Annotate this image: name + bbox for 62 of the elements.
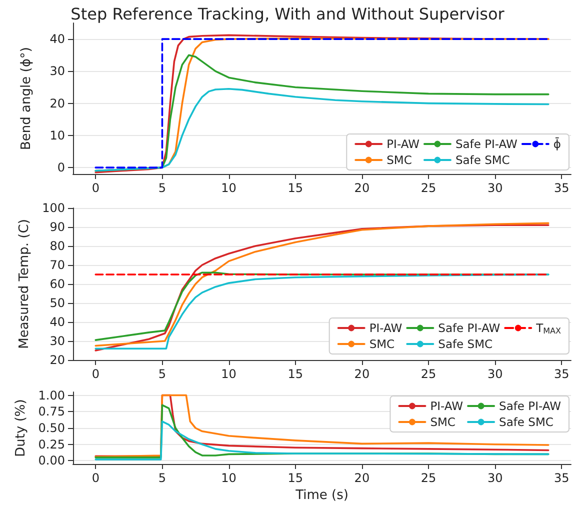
- y-tick-label: 30: [50, 64, 65, 78]
- y-tick-label: 60: [50, 277, 65, 291]
- x-tick-label: 15: [288, 471, 304, 485]
- x-tick-label: 20: [354, 471, 370, 485]
- x-tick-label: 30: [487, 471, 503, 485]
- y-tick-label: 40: [50, 315, 65, 329]
- y-tick-label: 40: [50, 32, 65, 46]
- y-tick-label: 0.75: [38, 404, 65, 419]
- y-tick-label: 0.50: [38, 421, 65, 435]
- x-tick-label: 10: [221, 471, 236, 485]
- y-tick-label: 20: [50, 96, 65, 110]
- legend-label: Safe PI-AW: [455, 137, 518, 151]
- y-tick-label: 20: [50, 353, 65, 367]
- line-series: [94, 88, 550, 172]
- y-tick-label: 70: [50, 258, 65, 272]
- legend-label: Safe PI-AW: [499, 399, 562, 413]
- x-tick-label: 20: [354, 181, 370, 195]
- y-tick-label: 100: [42, 201, 65, 215]
- legend-label: Safe SMC: [499, 415, 554, 429]
- x-tick-label: 35: [554, 181, 570, 195]
- y-tick-label: 0: [57, 160, 65, 175]
- y-tick-label: 10: [50, 128, 65, 142]
- x-tick-label: 0: [92, 367, 100, 381]
- y-tick-label: 80: [50, 239, 65, 253]
- y-tick-label: 0.25: [38, 437, 65, 452]
- x-tick-label: 20: [354, 367, 370, 381]
- x-tick-label: 25: [420, 471, 436, 485]
- legend-label: Safe SMC: [455, 153, 510, 167]
- x-tick-label: 30: [487, 181, 503, 195]
- x-tick-label: 25: [420, 181, 436, 195]
- y-tick-label: 0.00: [38, 454, 65, 468]
- x-tick-label: 35: [554, 367, 570, 381]
- legend-label: SMC: [369, 337, 395, 351]
- x-tick-label: 0: [92, 471, 100, 485]
- legend-label: SMC: [386, 153, 412, 167]
- legend-label: Safe SMC: [438, 337, 493, 351]
- y-tick-label: 50: [50, 296, 65, 310]
- y-tick-label: 30: [50, 334, 65, 348]
- x-tick-label: 15: [288, 367, 304, 381]
- legend-label: PI-AW: [430, 399, 464, 413]
- x-tick-label: 30: [487, 367, 503, 381]
- x-tick-label: 35: [554, 471, 570, 485]
- x-tick-label: 0: [92, 181, 100, 195]
- legend-label: ϕ̄: [553, 136, 562, 151]
- legend-label: PI-AW: [386, 137, 420, 151]
- x-tick-label: 15: [288, 181, 304, 195]
- x-tick-label: 5: [158, 181, 166, 195]
- y-axis-title: Duty (%): [13, 399, 28, 457]
- y-tick-label: 1.00: [38, 388, 65, 402]
- x-axis-title: Time (s): [294, 488, 348, 503]
- y-axis-title: Measured Temp. (C): [17, 219, 32, 349]
- chart-title: Step Reference Tracking, With and Without Supervisor: [70, 4, 505, 24]
- y-tick-label: 90: [50, 220, 65, 234]
- legend-label: PI-AW: [369, 321, 402, 335]
- x-tick-label: 10: [221, 367, 236, 381]
- x-tick-label: 5: [158, 471, 166, 485]
- legend-label: SMC: [430, 415, 456, 429]
- x-tick-label: 25: [420, 367, 436, 381]
- x-tick-label: 10: [221, 181, 236, 195]
- x-tick-label: 5: [158, 367, 166, 381]
- legend-label: Safe PI-AW: [438, 321, 500, 335]
- y-axis-title: Bend angle (ϕ°): [19, 47, 34, 150]
